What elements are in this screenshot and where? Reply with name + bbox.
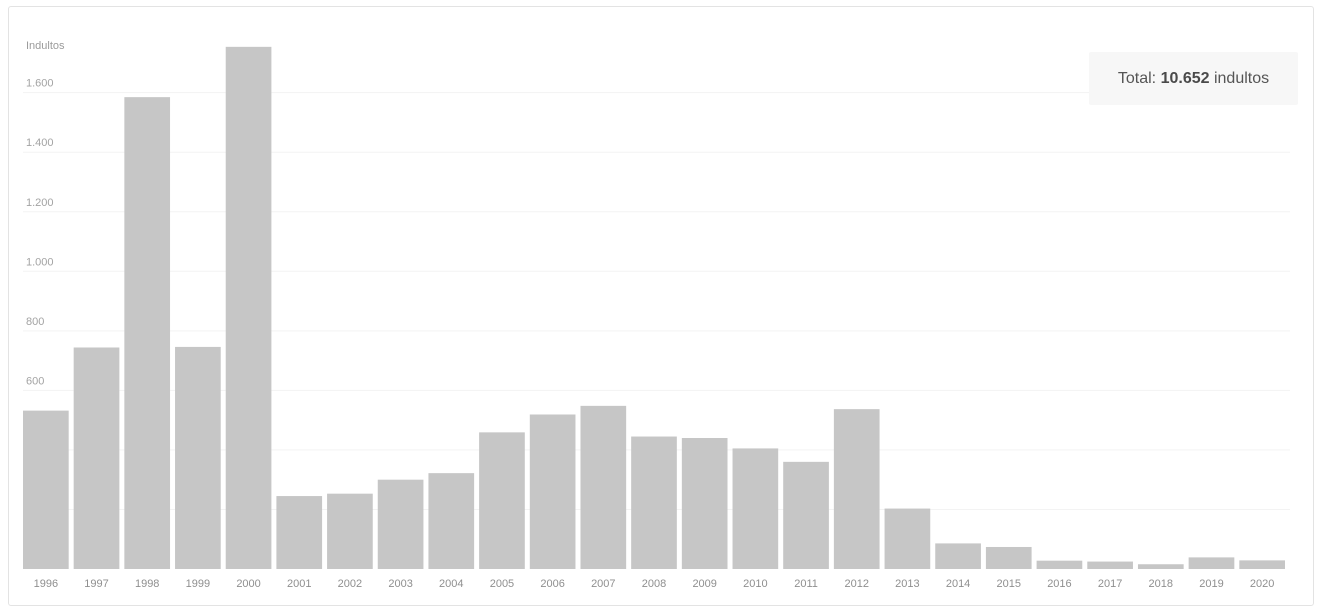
- x-tick-label: 2018: [1149, 578, 1173, 590]
- bar-2012[interactable]: [833, 409, 880, 569]
- bar-2006[interactable]: [529, 414, 576, 569]
- bar-1998[interactable]: [124, 97, 171, 570]
- x-tick-label: 2009: [692, 578, 716, 590]
- x-tick-label: 1997: [84, 578, 108, 590]
- y-axis-title: Indultos: [26, 40, 65, 52]
- bar-2014[interactable]: [935, 543, 981, 569]
- y-tick-label: 1.000: [26, 256, 54, 268]
- bar-2016[interactable]: [1036, 560, 1083, 569]
- bar-2019[interactable]: [1188, 557, 1235, 569]
- y-tick-label: 600: [26, 375, 44, 387]
- x-tick-label: 2000: [236, 578, 260, 590]
- x-tick-label: 1999: [186, 578, 210, 590]
- y-tick-label: 1.200: [26, 197, 54, 209]
- bar-2011[interactable]: [783, 461, 829, 569]
- x-tick-label: 2005: [490, 578, 514, 590]
- x-tick-label: 2015: [997, 578, 1021, 590]
- total-summary-box: Total: 10.652 indultos: [1089, 52, 1298, 105]
- bar-2017[interactable]: [1087, 561, 1133, 569]
- bar-2000[interactable]: [225, 46, 272, 569]
- bar-2018[interactable]: [1137, 564, 1184, 569]
- bar-chart: 600 800 1.000 1.200 1.400 1.600 Indultos 1996…: [23, 40, 1290, 590]
- x-tick-label: 2020: [1250, 578, 1274, 590]
- x-tick-label: 2003: [388, 578, 412, 590]
- x-tick-label: 2017: [1098, 578, 1122, 590]
- x-tick-label: 1996: [34, 578, 58, 590]
- bar-2013[interactable]: [884, 508, 931, 569]
- total-label: Total:: [1117, 69, 1157, 87]
- bar-2007[interactable]: [580, 405, 627, 569]
- bar-2001[interactable]: [276, 496, 323, 569]
- bar-2008[interactable]: [631, 436, 677, 569]
- chart-container: 600 800 1.000 1.200 1.400 1.600 Indultos 1996…: [8, 6, 1314, 606]
- y-tick-label: 800: [26, 316, 44, 328]
- x-tick-label: 2006: [540, 578, 564, 590]
- x-tick-label: 2014: [946, 578, 970, 590]
- bar-2020[interactable]: [1239, 560, 1285, 569]
- x-tick-label: 2019: [1199, 578, 1223, 590]
- x-tick-label: 2012: [844, 578, 868, 590]
- bar-2003[interactable]: [377, 479, 424, 569]
- bar-1999[interactable]: [175, 346, 221, 569]
- y-tick-label: 1.400: [26, 137, 54, 149]
- x-tick-label: 2010: [743, 578, 767, 590]
- x-tick-label: 2013: [895, 578, 919, 590]
- bar-2005[interactable]: [479, 432, 525, 569]
- x-axis-ticks: 1996 1997 1998 1999 2000 2001 2002 2003 2004 2005…: [34, 578, 1275, 590]
- x-tick-label: 2002: [338, 578, 362, 590]
- bars: [23, 46, 1285, 570]
- x-tick-label: 2008: [642, 578, 666, 590]
- x-tick-label: 2004: [439, 578, 463, 590]
- x-tick-label: 2011: [794, 578, 818, 590]
- bar-1996[interactable]: [23, 410, 69, 569]
- x-tick-label: 2001: [287, 578, 311, 590]
- bar-2004[interactable]: [428, 473, 475, 569]
- bar-1997[interactable]: [73, 347, 120, 569]
- x-tick-label: 2007: [591, 578, 615, 590]
- total-unit: indultos: [1213, 69, 1270, 87]
- bar-2002[interactable]: [327, 493, 373, 569]
- bar-2009[interactable]: [681, 438, 728, 569]
- total-value: 10.652: [1160, 69, 1210, 87]
- x-tick-label: 2016: [1047, 578, 1071, 590]
- x-tick-label: 1998: [135, 578, 159, 590]
- y-axis-ticks: 600 800 1.000 1.200 1.400 1.600: [26, 78, 54, 388]
- bar-2015[interactable]: [985, 546, 1032, 569]
- y-tick-label: 1.600: [26, 78, 54, 90]
- bar-2010[interactable]: [732, 448, 779, 569]
